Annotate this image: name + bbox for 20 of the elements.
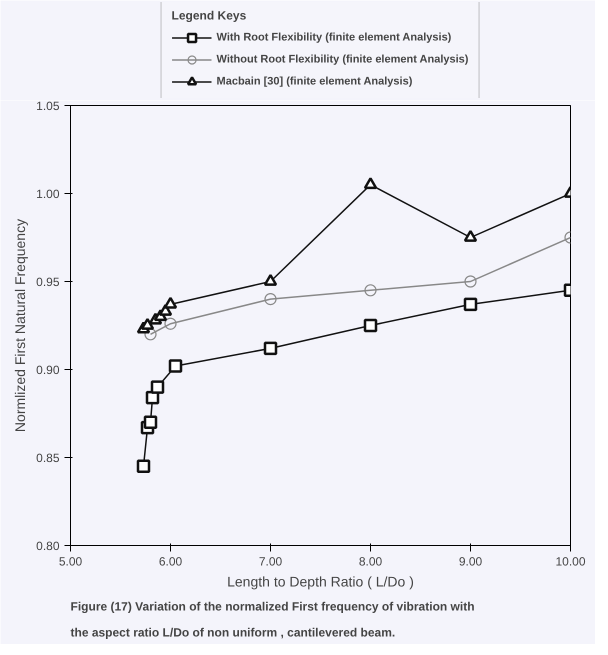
- y-tick-label: 0.80: [36, 539, 60, 553]
- x-tick-label: 7.00: [258, 554, 283, 568]
- x-axis-title: Length to Depth Ratio ( L/Do ): [227, 574, 414, 590]
- legend-label: Without Root Flexibility (finite element Analysis): [216, 54, 468, 66]
- text: the aspect ratio L/Do of non uniform , cantilevered beam.: [70, 626, 396, 640]
- x-tick-label: 10.00: [555, 554, 586, 568]
- x-tick-label: 8.00: [358, 554, 383, 568]
- y-tick-label: 1.05: [36, 99, 60, 113]
- y-tick-label: 0.90: [36, 363, 60, 377]
- legend-label: Macbain [30] (finite element Analysis): [216, 76, 412, 88]
- legend-label: With Root Flexibility (finite element Analysis): [216, 32, 452, 44]
- x-tick-label: 9.00: [458, 554, 483, 568]
- y-tick-label: 0.85: [36, 451, 60, 465]
- text: Figure (17) Variation of the normalized First frequency of vibration with: [70, 600, 475, 614]
- y-tick-label: 1.00: [36, 187, 60, 201]
- y-tick-label: 0.95: [36, 275, 60, 289]
- x-tick-label: 6.00: [158, 554, 183, 568]
- y-axis-title: Normlized First Natural Frequency: [12, 218, 28, 432]
- x-tick-label: 5.00: [58, 554, 83, 568]
- legend-title: Legend Keys: [172, 8, 248, 22]
